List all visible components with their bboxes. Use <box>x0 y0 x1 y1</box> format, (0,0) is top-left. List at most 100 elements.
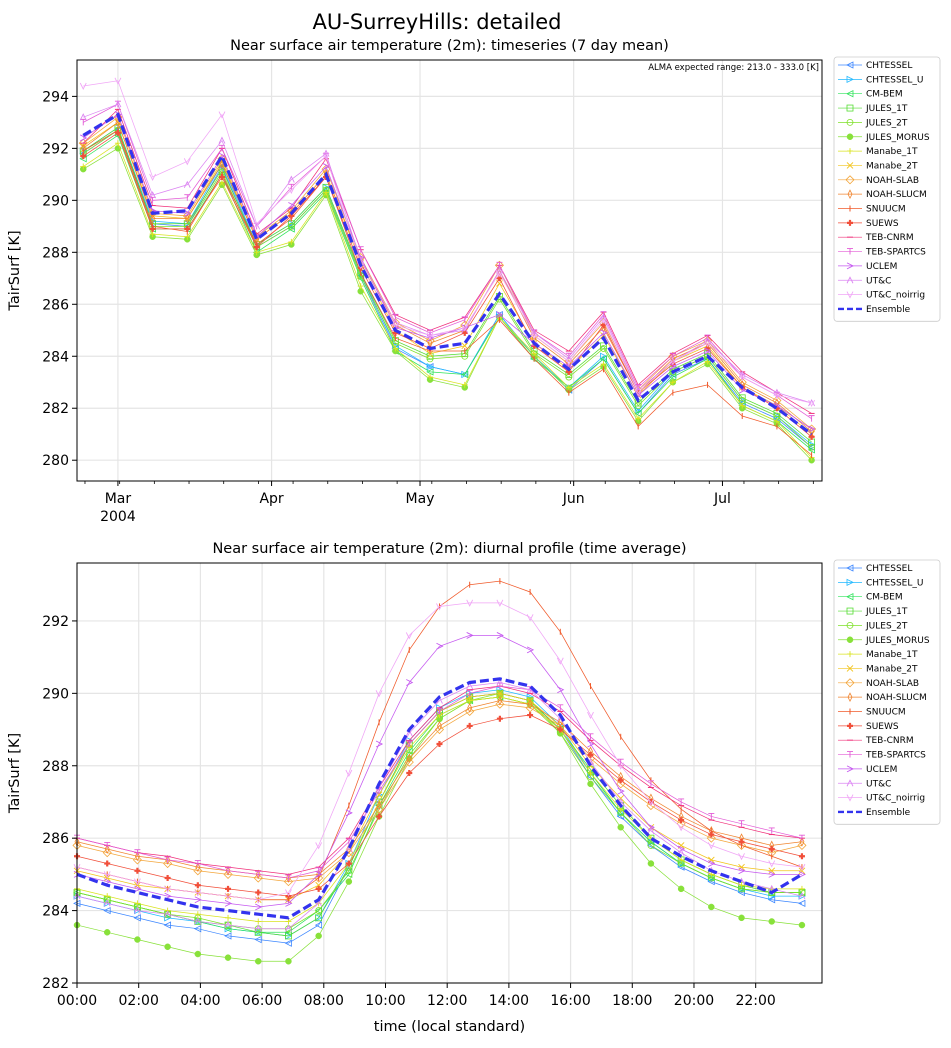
data-point <box>225 885 232 892</box>
timeseries-legend-entry-jules-2t: JULES_2T <box>838 118 908 128</box>
legend-label: TEB-CNRM <box>865 233 914 243</box>
legend-marker-sample <box>846 262 855 270</box>
data-point <box>426 332 434 340</box>
diurnal-series-noah-slab <box>72 699 807 887</box>
figure-title: AU-SurreyHills: detailed <box>313 10 562 34</box>
diurnal-legend-entry-teb-cnrm: TEB-CNRM <box>838 736 914 746</box>
data-point <box>466 697 473 704</box>
data-point <box>315 842 323 850</box>
data-point <box>708 856 715 864</box>
data-point <box>525 703 535 713</box>
y-tick-label: 292 <box>42 614 69 630</box>
legend-marker-sample <box>846 291 854 299</box>
timeseries-series-suews <box>80 129 815 440</box>
data-point <box>80 153 87 160</box>
timeseries-legend-entry-suews: SUEWS <box>838 219 899 229</box>
x-tick-label: 00:00 <box>57 993 97 1009</box>
data-point <box>134 878 141 886</box>
data-point <box>798 885 805 892</box>
data-point <box>288 238 295 245</box>
data-point <box>288 202 296 209</box>
data-point <box>426 363 434 371</box>
data-point <box>78 138 88 148</box>
legend-label: UCLEM <box>866 262 897 272</box>
data-point <box>526 685 534 693</box>
data-point <box>738 853 745 861</box>
data-point <box>738 373 746 382</box>
data-point <box>669 379 676 386</box>
data-point <box>287 186 295 194</box>
timeseries-series-chtessel-u <box>79 123 816 449</box>
diurnal-series-jules-1t <box>73 689 806 940</box>
diurnal-series-chtessel-u <box>73 686 806 940</box>
data-point <box>738 867 746 875</box>
series-line <box>83 121 812 435</box>
data-point <box>465 706 475 717</box>
series-line <box>83 126 812 445</box>
data-point <box>103 906 111 915</box>
diurnal-legend-entry-ensemble: Ensemble <box>838 808 911 818</box>
data-point <box>617 762 625 770</box>
diurnal-series-utandc <box>73 678 806 932</box>
data-point <box>405 632 413 640</box>
y-tick-label: 280 <box>42 453 69 469</box>
data-point <box>79 113 87 121</box>
legend-label: NOAH-SLUCM <box>866 693 927 703</box>
data-point <box>285 874 292 881</box>
data-point <box>253 220 261 228</box>
data-point <box>345 860 352 867</box>
x-tick-label: Jun <box>562 491 585 507</box>
data-point <box>496 311 504 319</box>
legend-marker-sample <box>846 90 854 98</box>
x-tick-label: 18:00 <box>612 993 652 1009</box>
legend-label: CHTESSEL <box>866 564 912 574</box>
legend-label: CHTESSEL_U <box>866 578 923 588</box>
data-point <box>315 885 322 892</box>
legend-marker-sample <box>846 622 854 629</box>
legend-marker-sample <box>846 104 854 112</box>
y-tick-label: 282 <box>42 401 69 417</box>
data-point <box>767 896 776 904</box>
data-point <box>647 826 655 835</box>
timeseries-legend-entry-snuucm: SNUUCM <box>838 205 906 215</box>
legend-label: Ensemble <box>866 305 911 315</box>
data-point <box>436 741 443 748</box>
series-line <box>83 147 812 461</box>
data-point <box>193 866 203 876</box>
legend-marker-sample <box>846 75 854 83</box>
diurnal-y-axis-label: TairSurf [K] <box>7 733 23 814</box>
data-point <box>285 889 292 897</box>
legend-label: Manabe_2T <box>866 161 918 171</box>
data-point <box>283 877 294 887</box>
data-point <box>434 724 445 735</box>
timeseries-series-manabe-1t <box>80 140 815 461</box>
data-point <box>102 848 112 858</box>
data-point <box>460 370 469 379</box>
series-line <box>83 126 812 443</box>
data-point <box>284 928 292 936</box>
data-point <box>404 757 414 767</box>
diurnal-title: Near surface air temperature (2m): diurn… <box>212 541 686 557</box>
data-point <box>149 173 157 181</box>
data-point <box>164 856 171 863</box>
data-point <box>225 865 231 876</box>
data-point <box>669 363 677 371</box>
data-point <box>315 907 323 914</box>
data-point <box>496 269 503 278</box>
data-point <box>218 179 225 186</box>
data-point <box>164 943 171 951</box>
data-point <box>254 958 262 965</box>
data-point <box>224 954 232 961</box>
series-line <box>83 132 812 438</box>
data-point <box>103 899 112 907</box>
data-point <box>134 849 141 856</box>
x-tick-label: 02:00 <box>119 993 159 1009</box>
timeseries-legend-entry-noah-slucm: NOAH-SLUCM <box>838 189 927 200</box>
data-point <box>738 820 745 827</box>
legend-marker-sample <box>846 564 854 572</box>
timeseries-series-chtessel <box>79 126 815 451</box>
data-point <box>768 918 775 925</box>
x-tick-label: May <box>406 491 435 507</box>
data-point <box>556 657 564 665</box>
